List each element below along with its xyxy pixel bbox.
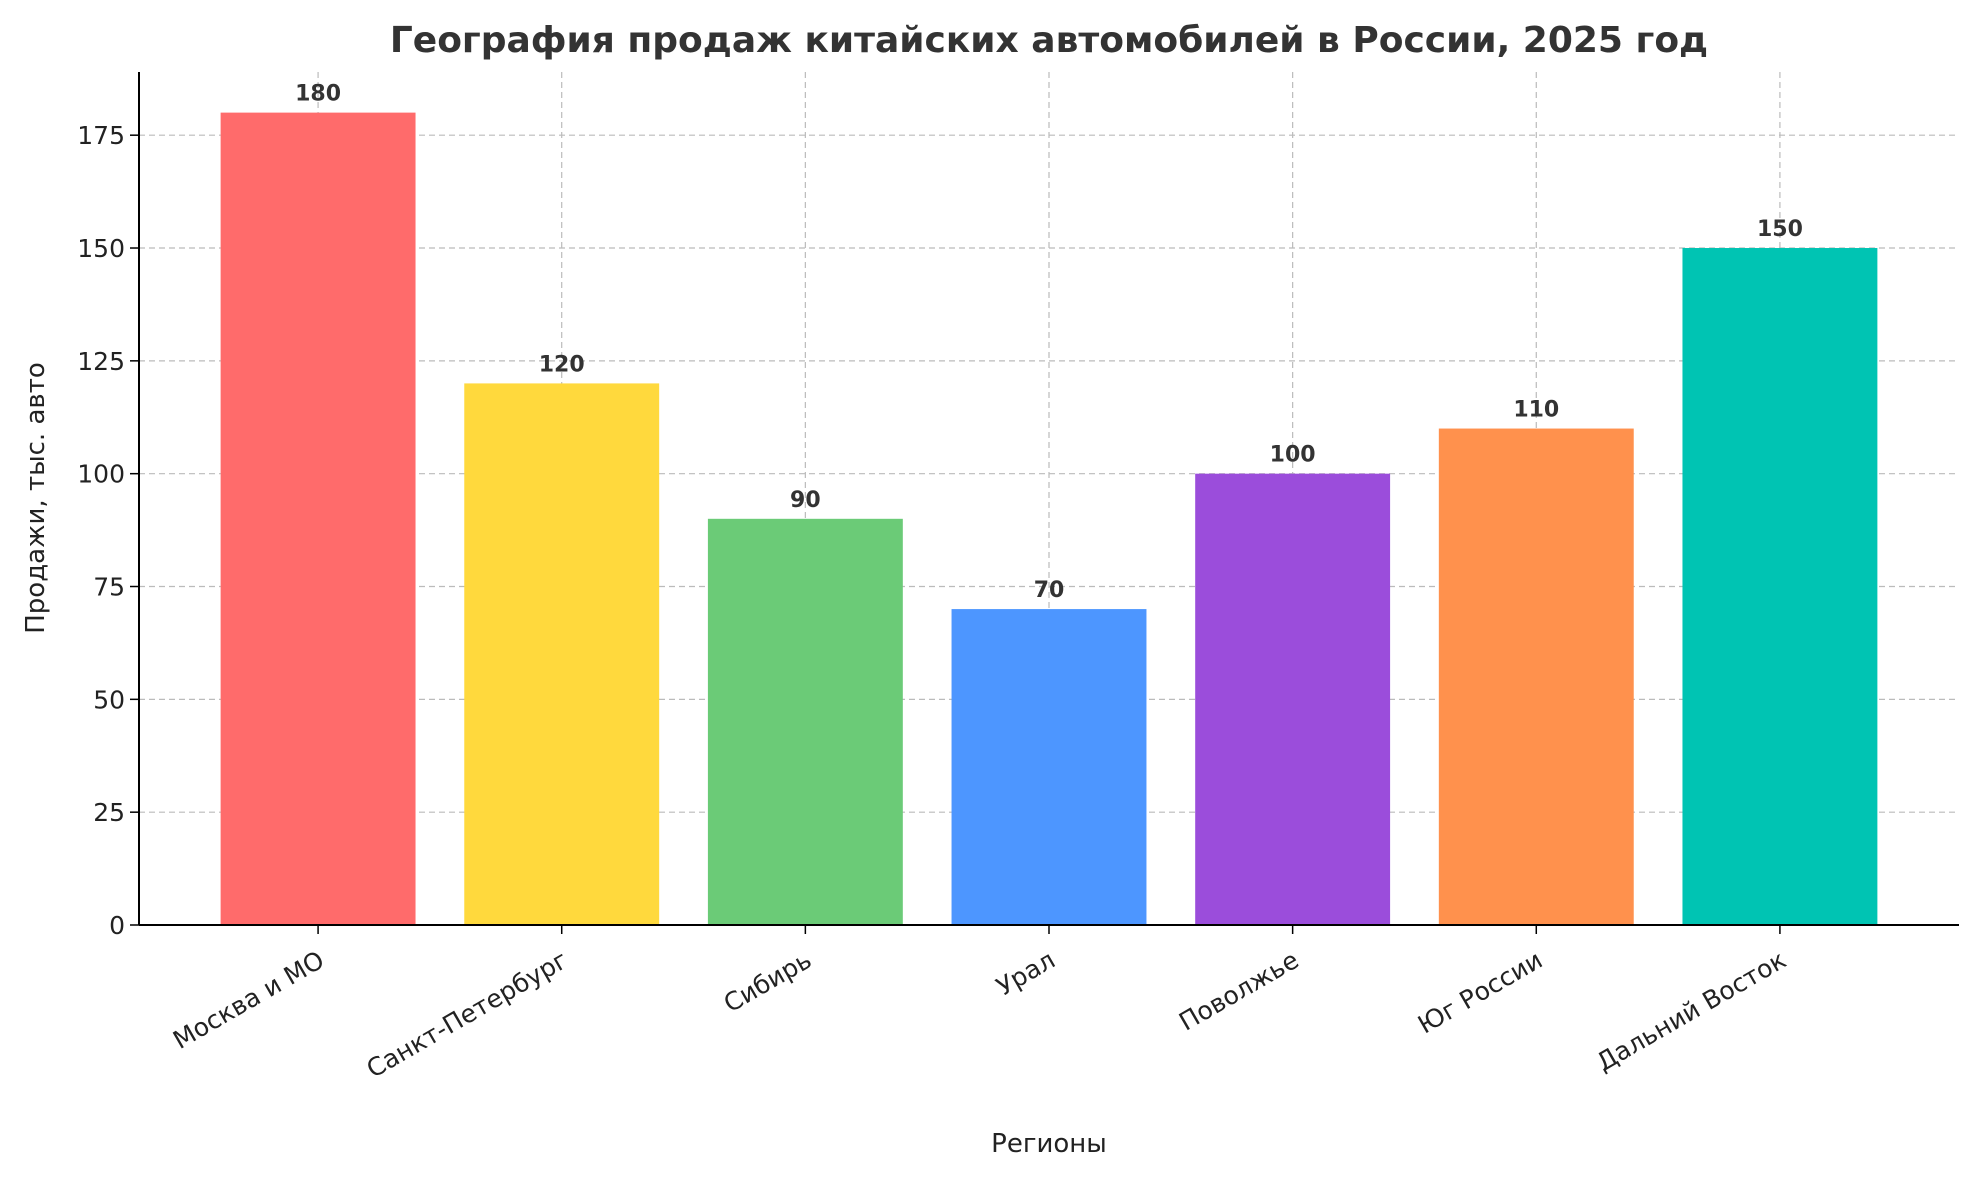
data-label: 150 [1757, 217, 1803, 242]
x-tick-label: Юг России [1413, 945, 1547, 1039]
data-label: 90 [790, 488, 821, 513]
x-tick-label: Москва и МО [168, 945, 329, 1055]
bar [707, 518, 903, 925]
bar [220, 112, 416, 926]
y-tick-label: 0 [109, 911, 125, 940]
chart-title: География продаж китайских автомобилей в… [390, 20, 1708, 61]
data-label: 70 [1034, 578, 1065, 603]
x-tick-label: Сибирь [719, 945, 817, 1018]
y-tick-label: 25 [93, 798, 125, 827]
data-label: 120 [539, 352, 585, 377]
data-label: 110 [1513, 398, 1559, 423]
bar [1195, 473, 1391, 925]
x-tick-label: Поволжье [1174, 945, 1303, 1036]
bar [464, 383, 660, 925]
data-label: 100 [1270, 443, 1316, 468]
y-tick-label: 175 [77, 121, 125, 150]
bar [1438, 428, 1634, 925]
y-tick-label: 100 [77, 460, 125, 489]
y-tick-label: 75 [93, 573, 125, 602]
y-tick-label: 150 [77, 234, 125, 263]
data-label: 180 [295, 82, 341, 107]
bar [951, 609, 1147, 925]
bar [1682, 248, 1878, 925]
y-tick-label: 125 [77, 347, 125, 376]
x-tick-label: Санкт-Петербург [362, 945, 573, 1084]
x-axis-label: Регионы [991, 1129, 1107, 1159]
bars: 180 120 90 70 100 110 150 [220, 82, 1878, 926]
y-tick-label: 50 [93, 685, 125, 714]
x-tick-label: Дальний Восток [1592, 945, 1791, 1077]
x-tick-label: Урал [991, 945, 1060, 1001]
y-axis-label: Продажи, тыс. авто [21, 362, 51, 634]
